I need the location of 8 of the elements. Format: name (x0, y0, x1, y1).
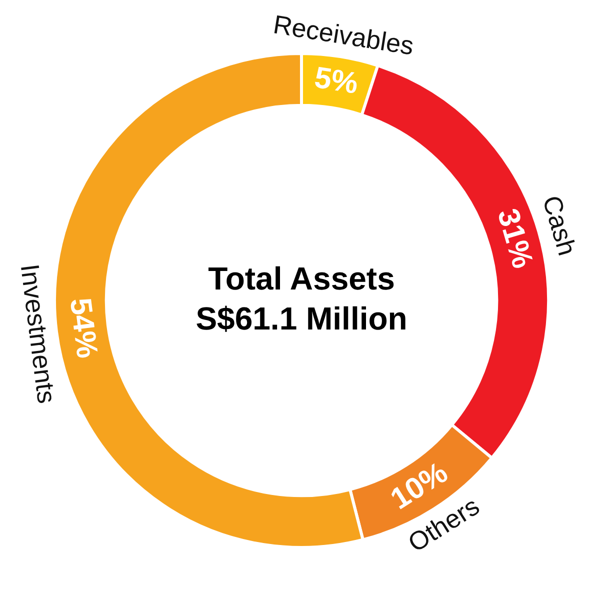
data-label: 31% (490, 205, 540, 272)
slice-label: Receivables (271, 9, 416, 61)
slice-label: Cash (536, 192, 583, 259)
slice-label: Investments (14, 262, 62, 406)
data-label: 54% (63, 296, 104, 360)
data-label: 5% (312, 61, 360, 101)
text: Total Assets (208, 260, 395, 296)
text: S$61.1 Million (196, 300, 408, 336)
